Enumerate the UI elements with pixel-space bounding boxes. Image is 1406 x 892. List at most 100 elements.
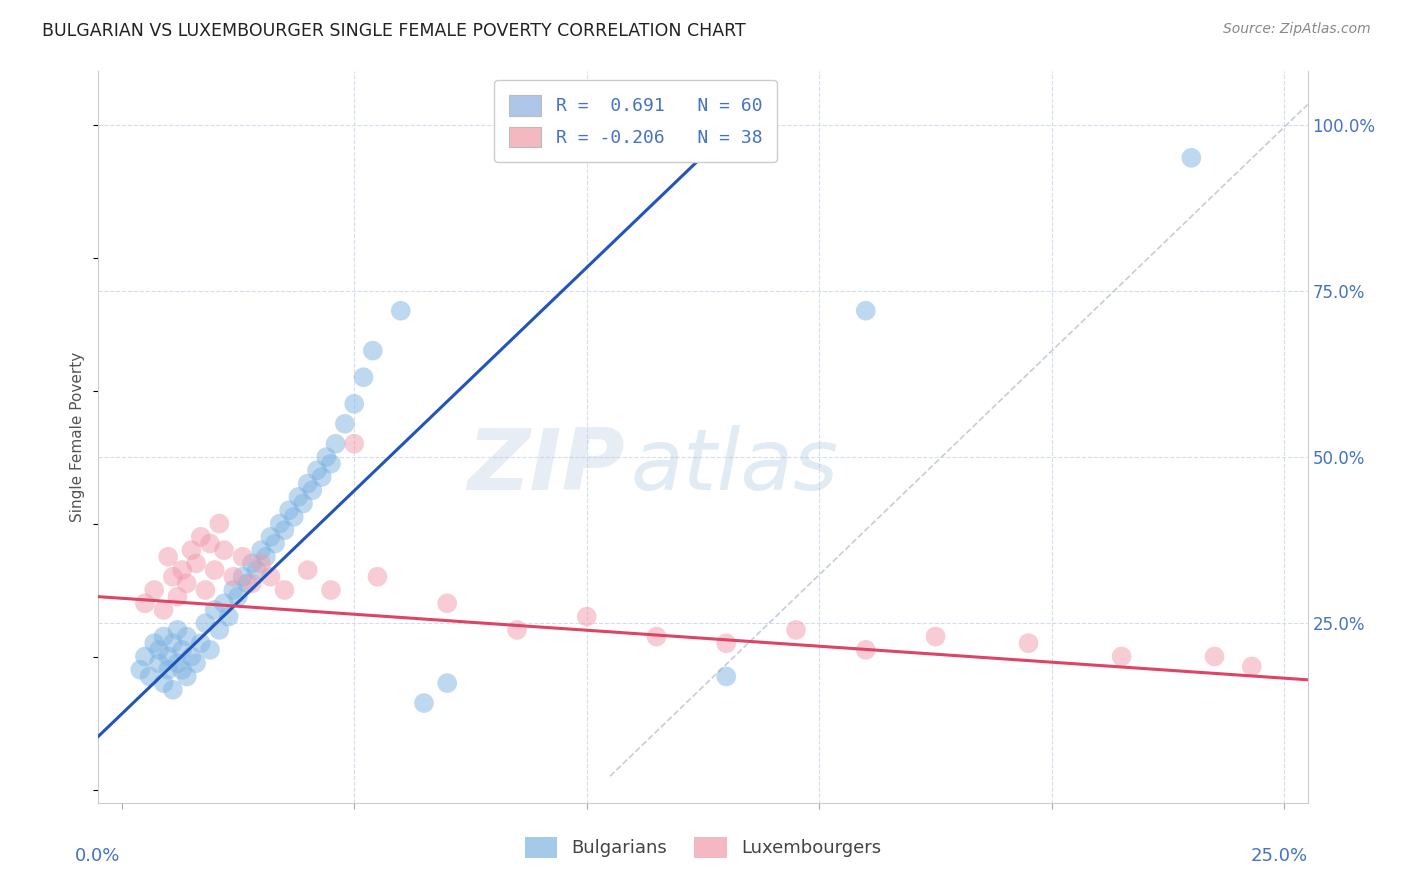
Point [222,570,245,584]
Point [232,570,254,584]
Point [134,649,156,664]
Point [157,663,180,677]
Text: 25.0%: 25.0% [1250,847,1308,864]
Point [855,643,877,657]
Point [222,582,245,597]
Point [148,656,170,670]
Point [157,649,180,664]
Point [180,649,202,664]
Point [152,603,174,617]
Point [190,530,212,544]
Point [166,590,188,604]
Point [198,536,221,550]
Point [716,636,738,650]
Point [333,417,356,431]
Point [301,483,323,498]
Point [143,582,166,597]
Point [212,543,235,558]
Point [172,663,194,677]
Point [129,663,152,677]
Point [785,623,807,637]
Point [162,570,184,584]
Point [152,676,174,690]
Point [180,543,202,558]
Point [143,636,166,650]
Point [273,523,295,537]
Point [319,582,342,597]
Point [278,503,301,517]
Point [366,570,388,584]
Point [254,549,277,564]
Point [194,582,217,597]
Point [855,303,877,318]
Text: atlas: atlas [630,425,838,508]
Point [240,557,263,571]
Point [162,636,184,650]
Point [194,616,217,631]
Point [204,603,226,617]
Text: 0.0%: 0.0% [75,847,121,864]
Point [1180,151,1202,165]
Point [575,609,598,624]
Point [176,669,198,683]
Point [250,543,273,558]
Point [190,636,212,650]
Point [287,490,309,504]
Point [353,370,375,384]
Point [162,682,184,697]
Point [184,557,207,571]
Point [148,643,170,657]
Text: Source: ZipAtlas.com: Source: ZipAtlas.com [1223,22,1371,37]
Point [212,596,235,610]
Point [361,343,384,358]
Point [232,549,254,564]
Point [245,563,267,577]
Point [283,509,305,524]
Point [157,549,180,564]
Point [218,609,240,624]
Point [134,596,156,610]
Point [1240,659,1263,673]
Point [436,596,458,610]
Point [273,582,295,597]
Point [204,563,226,577]
Point [236,576,259,591]
Point [176,576,198,591]
Point [208,516,231,531]
Point [311,470,333,484]
Point [389,303,412,318]
Point [292,497,315,511]
Point [436,676,458,690]
Point [264,536,287,550]
Point [297,476,319,491]
Point [506,623,529,637]
Point [166,623,188,637]
Point [208,623,231,637]
Point [184,656,207,670]
Y-axis label: Single Female Poverty: Single Female Poverty [70,352,86,522]
Point [315,450,337,464]
Text: BULGARIAN VS LUXEMBOURGER SINGLE FEMALE POVERTY CORRELATION CHART: BULGARIAN VS LUXEMBOURGER SINGLE FEMALE … [42,22,747,40]
Point [176,630,198,644]
Point [297,563,319,577]
Point [343,436,366,450]
Point [240,576,263,591]
Point [1111,649,1133,664]
Point [259,530,281,544]
Point [1018,636,1040,650]
Point [259,570,281,584]
Point [1204,649,1226,664]
Point [152,630,174,644]
Point [226,590,249,604]
Point [138,669,160,683]
Point [413,696,436,710]
Point [305,463,328,477]
Point [325,436,347,450]
Legend: Bulgarians, Luxembourgers: Bulgarians, Luxembourgers [516,828,890,867]
Point [716,669,738,683]
Text: ZIP: ZIP [467,425,624,508]
Point [924,630,946,644]
Point [269,516,291,531]
Point [250,557,273,571]
Point [172,563,194,577]
